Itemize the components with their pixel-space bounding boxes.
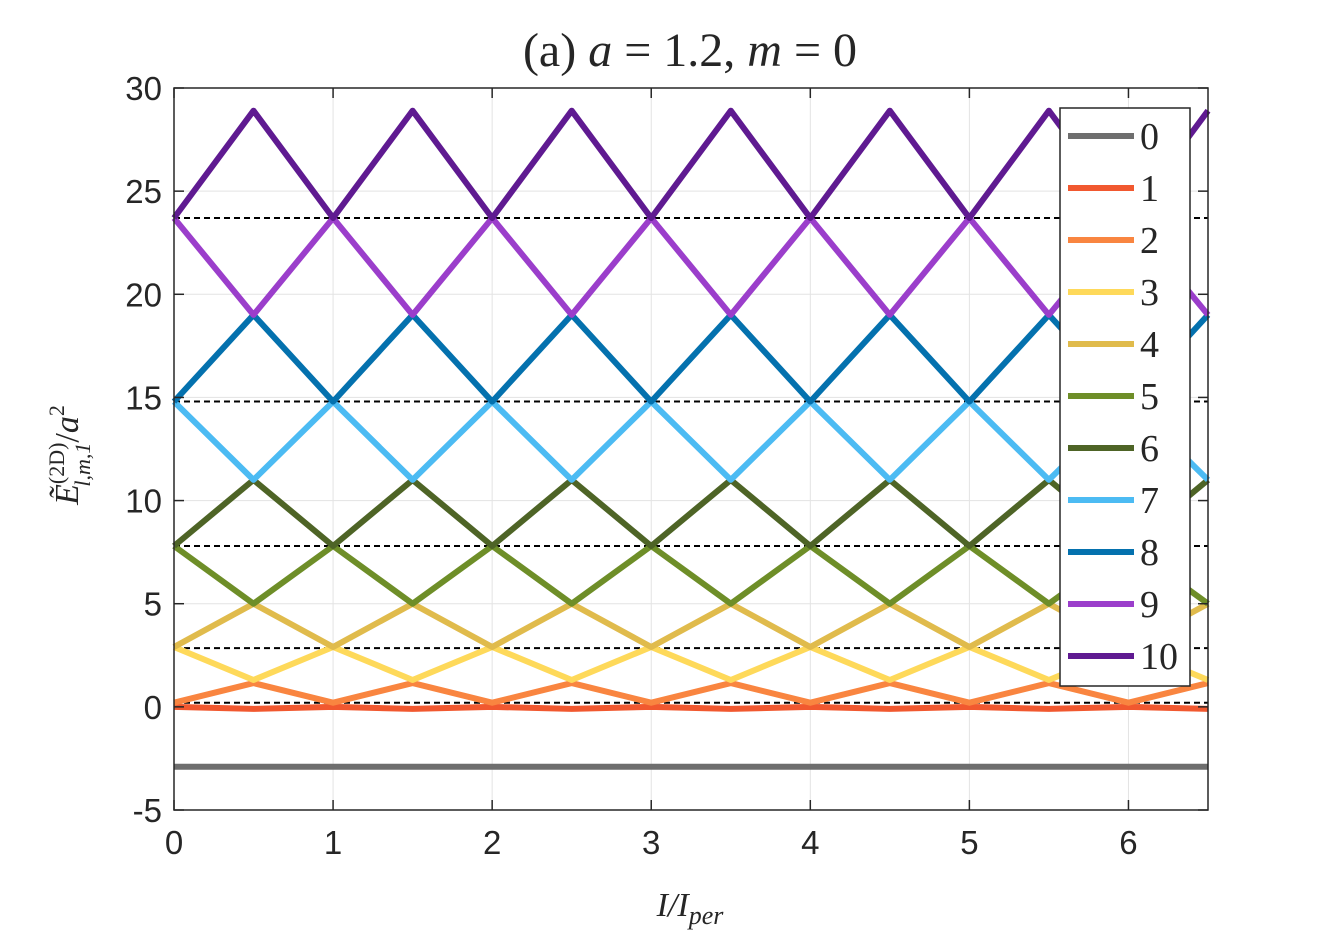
series-line-6	[172, 476, 1210, 549]
legend-label-0: 0	[1140, 116, 1159, 158]
x-axis-label: I/Iper	[656, 887, 725, 930]
legend-label-3: 3	[1140, 272, 1159, 314]
y-tick-label: 5	[144, 586, 162, 623]
y-tick-label: 15	[125, 379, 162, 416]
x-tick-label: 6	[1119, 824, 1137, 861]
x-tick-label: 4	[801, 824, 819, 861]
legend-label-8: 8	[1140, 532, 1159, 574]
dashed-reference-lines	[174, 216, 1208, 704]
y-axis-label: Ẽ(2D)l,m,1/a2	[44, 405, 95, 506]
y-tick-label: 20	[125, 276, 162, 313]
series-line-1	[173, 703, 1209, 712]
series-line-8	[171, 311, 1211, 405]
x-tick-label: 5	[960, 824, 978, 861]
y-tick-label: 0	[144, 689, 162, 726]
x-tick-label: 2	[483, 824, 501, 861]
series-line-10	[171, 107, 1211, 221]
legend-label-1: 1	[1140, 168, 1159, 210]
x-tick-label: 1	[324, 824, 342, 861]
x-tick-label: 0	[165, 824, 183, 861]
y-tick-label: 10	[125, 483, 162, 520]
plot-frame	[173, 87, 1209, 811]
series-line-2	[173, 680, 1209, 706]
chart-title: (a) a = 1.2, m = 0	[523, 24, 857, 77]
x-tick-label: 3	[642, 824, 660, 861]
legend-label-4: 4	[1140, 324, 1159, 366]
legend-label-9: 9	[1140, 584, 1159, 626]
legend-label-2: 2	[1140, 220, 1159, 262]
y-tick-label: 30	[125, 70, 162, 107]
series-line-4	[172, 600, 1210, 650]
legend: 0 1 2 3 4 5 6 7 8 9 10	[1059, 107, 1191, 687]
series-line-5	[172, 543, 1210, 607]
legend-label-6: 6	[1140, 428, 1159, 470]
series-line-3	[172, 644, 1210, 683]
y-tick-label: -5	[133, 792, 162, 829]
legend-label-7: 7	[1140, 480, 1159, 522]
series-line-9	[171, 215, 1211, 318]
y-tick-label: 25	[125, 173, 162, 210]
series-layer	[171, 107, 1211, 770]
legend-label-10: 10	[1140, 636, 1178, 678]
series-line-7	[171, 398, 1211, 483]
legend-label-5: 5	[1140, 376, 1159, 418]
